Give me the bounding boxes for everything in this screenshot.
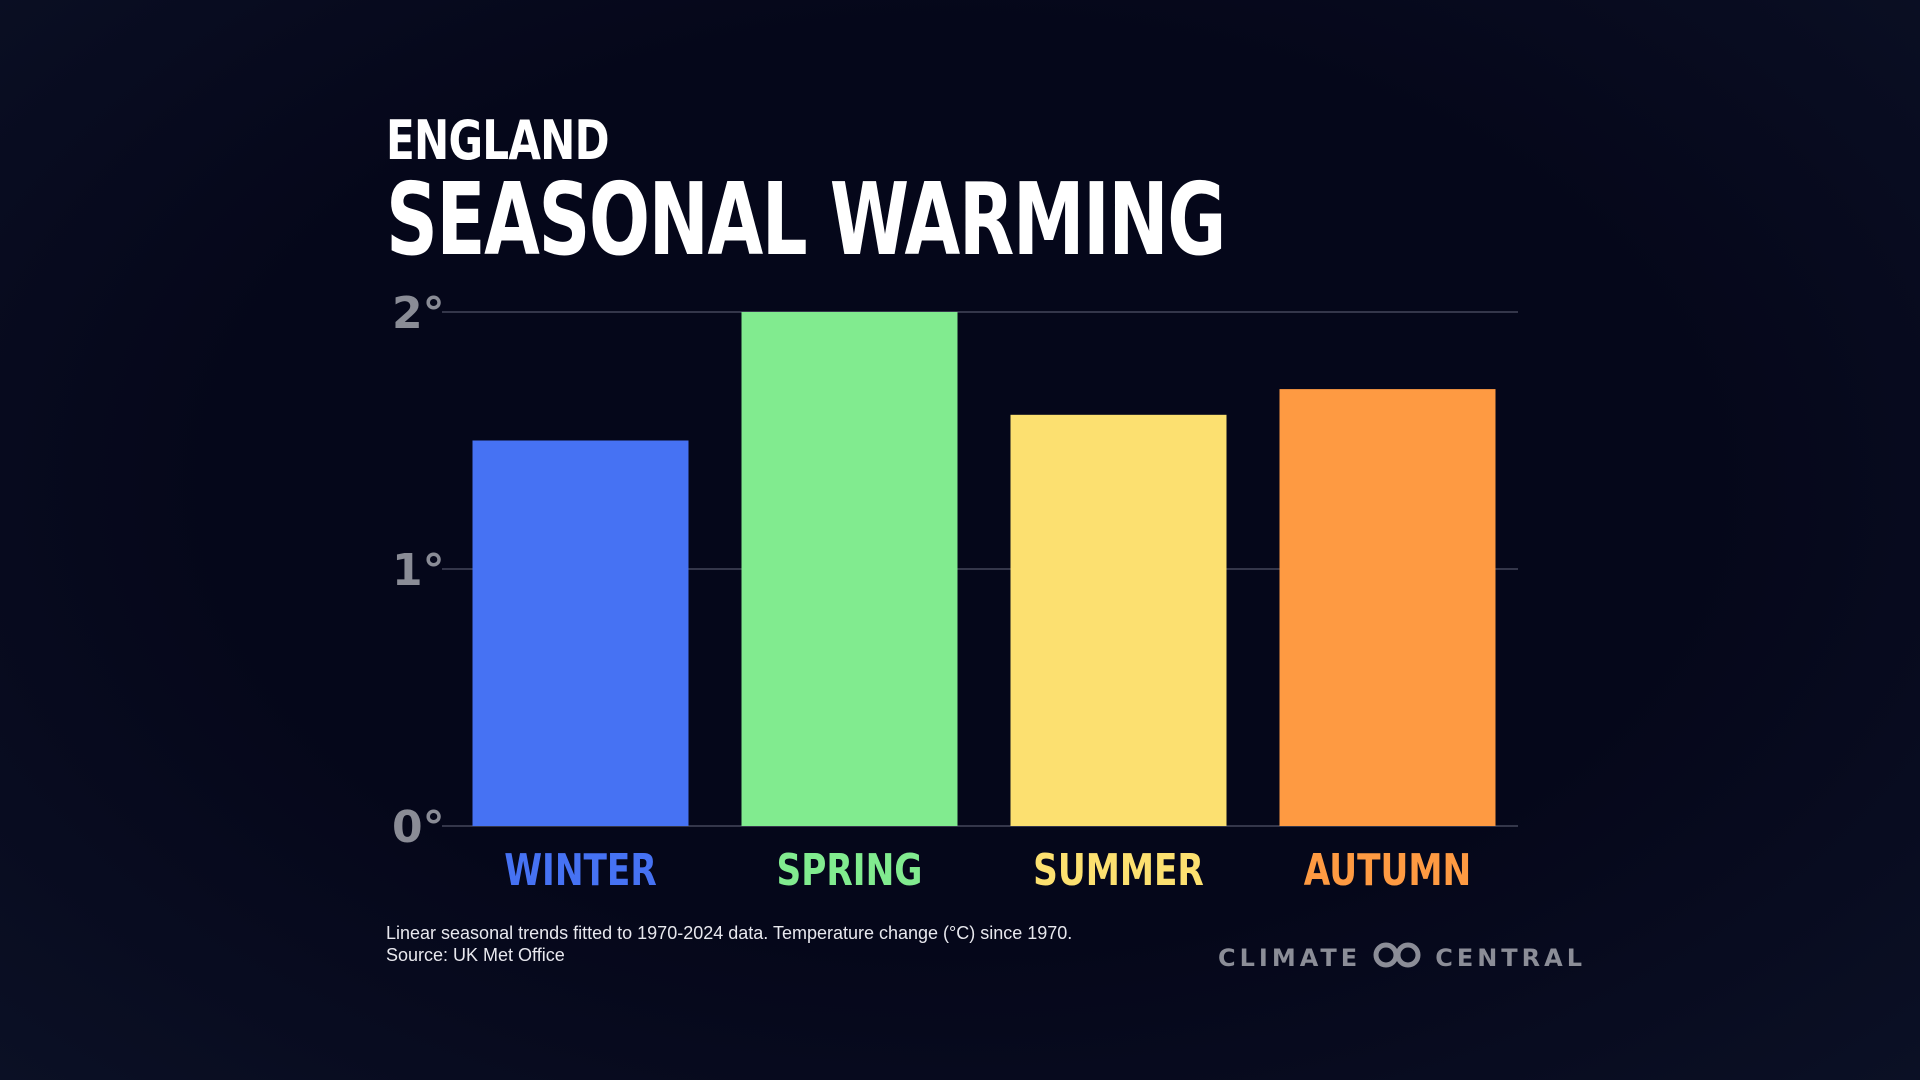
footnote-source: Source: UK Met Office [386, 945, 565, 965]
bar-summer [1010, 414, 1227, 826]
bar-spring [741, 312, 958, 826]
category-label-autumn: AUTUMN [1304, 845, 1471, 896]
footnote-method: Linear seasonal trends fitted to 1970-20… [386, 923, 1073, 943]
y-tick-label: 2° [392, 288, 445, 339]
chart-subtitle: ENGLAND [386, 109, 610, 172]
bars [472, 312, 1496, 826]
y-tick-label: 1° [392, 545, 445, 596]
bar-winter [472, 440, 689, 826]
category-label-winter: WINTER [504, 845, 657, 896]
category-label-spring: SPRING [777, 845, 923, 896]
brand-word-left: CLIMATE [1218, 944, 1362, 972]
bar-autumn [1279, 389, 1496, 826]
category-labels: WINTER SPRING SUMMER AUTUMN [504, 845, 1471, 896]
category-label-summer: SUMMER [1033, 845, 1204, 896]
climate-central-logo-icon [1371, 942, 1423, 974]
brand-word-right: CENTRAL [1435, 944, 1587, 972]
y-tick-label: 0° [392, 802, 445, 853]
title-block: ENGLAND SEASONAL WARMING [386, 112, 1551, 270]
y-axis-ticks: 0° 1° 2° [392, 288, 445, 853]
footnote: Linear seasonal trends fitted to 1970-20… [386, 922, 1072, 966]
brand-logo: CLIMATE CENTRAL [1218, 942, 1586, 974]
chart-title: SEASONAL WARMING [386, 161, 1226, 278]
